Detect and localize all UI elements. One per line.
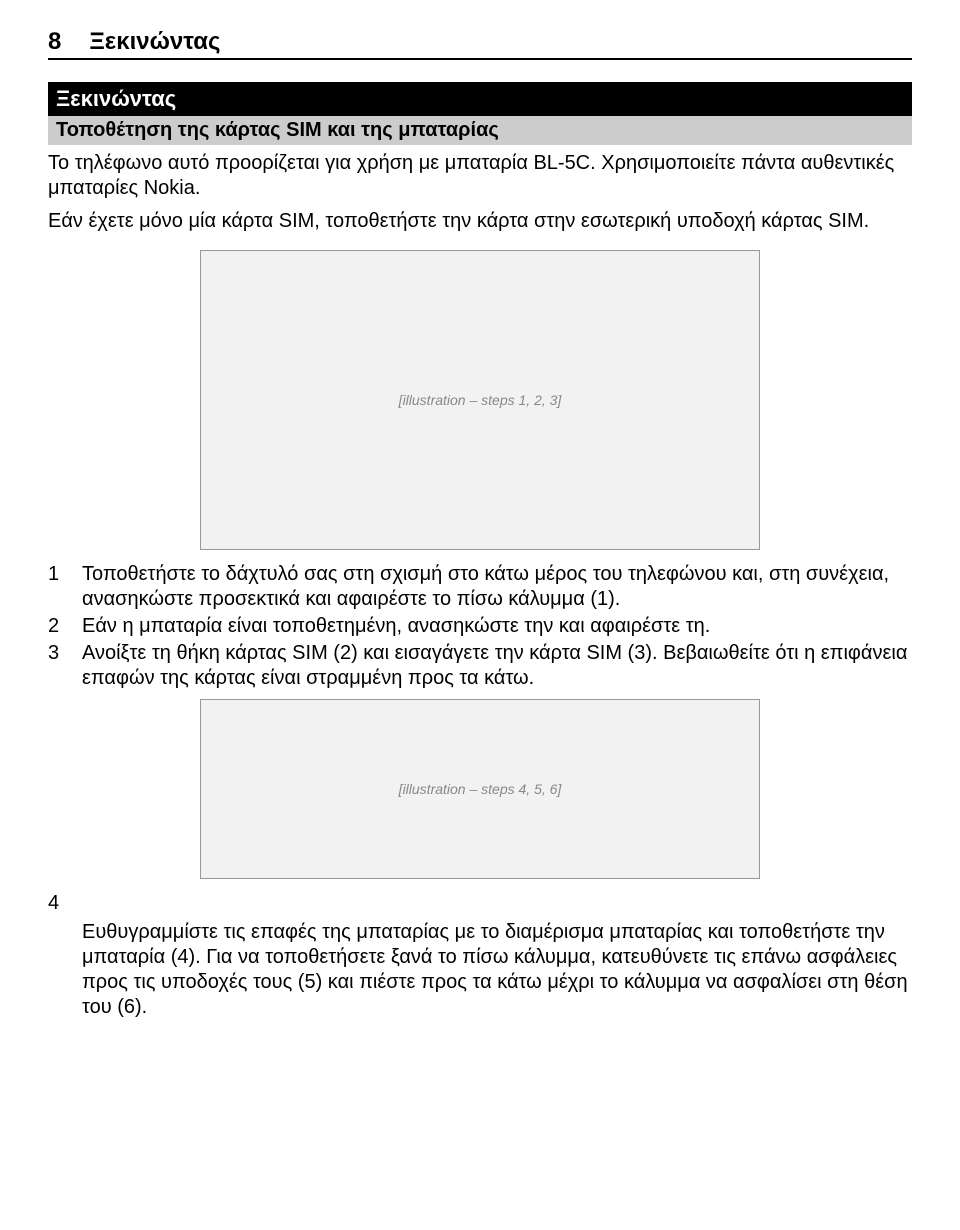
step-list-b: 4 Ευθυγραμμίστε τις επαφές της μπαταρίας… bbox=[48, 891, 912, 1020]
illustration-2-label: [illustration – steps 4, 5, 6] bbox=[399, 781, 562, 797]
step-text: Εάν η μπαταρία είναι τοποθετημένη, αναση… bbox=[82, 614, 912, 639]
page-number: 8 bbox=[48, 28, 61, 56]
illustration-1-label: [illustration – steps 1, 2, 3] bbox=[399, 392, 562, 408]
intro-paragraph-2: Εάν έχετε μόνο μία κάρτα SIM, τοποθετήστ… bbox=[48, 209, 912, 234]
step-item: 3 Ανοίξτε τη θήκη κάρτας SIM (2) και εισ… bbox=[48, 641, 912, 691]
illustration-1: [illustration – steps 1, 2, 3] bbox=[48, 250, 912, 550]
step-number: 2 bbox=[48, 614, 82, 639]
step-number: 1 bbox=[48, 562, 82, 612]
subsection-title: Τοποθέτηση της κάρτας SIM και της μπαταρ… bbox=[48, 116, 912, 145]
illustration-2: [illustration – steps 4, 5, 6] bbox=[48, 699, 912, 879]
step-text bbox=[82, 891, 912, 916]
intro-paragraph-1: Το τηλέφωνο αυτό προορίζεται για χρήση μ… bbox=[48, 151, 912, 201]
step-number: 3 bbox=[48, 641, 82, 691]
page-header: 8 Ξεκινώντας bbox=[48, 28, 912, 60]
section-title: Ξεκινώντας bbox=[48, 82, 912, 116]
step-text: Τοποθετήστε το δάχτυλό σας στη σχισμή στ… bbox=[82, 562, 912, 612]
step-text: Ανοίξτε τη θήκη κάρτας SIM (2) και εισαγ… bbox=[82, 641, 912, 691]
step-item: 1 Τοποθετήστε το δάχτυλό σας στη σχισμή … bbox=[48, 562, 912, 612]
step-item: 4 bbox=[48, 891, 912, 916]
step-list-a: 1 Τοποθετήστε το δάχτυλό σας στη σχισμή … bbox=[48, 562, 912, 691]
step-item: 2 Εάν η μπαταρία είναι τοποθετημένη, ανα… bbox=[48, 614, 912, 639]
step-number: 4 bbox=[48, 891, 82, 916]
illustration-1-box: [illustration – steps 1, 2, 3] bbox=[200, 250, 760, 550]
illustration-2-box: [illustration – steps 4, 5, 6] bbox=[200, 699, 760, 879]
header-title: Ξεκινώντας bbox=[89, 28, 220, 56]
manual-page: 8 Ξεκινώντας Ξεκινώντας Τοποθέτηση της κ… bbox=[0, 0, 960, 1060]
step-4-text: Ευθυγραμμίστε τις επαφές της μπαταρίας μ… bbox=[82, 920, 912, 1020]
